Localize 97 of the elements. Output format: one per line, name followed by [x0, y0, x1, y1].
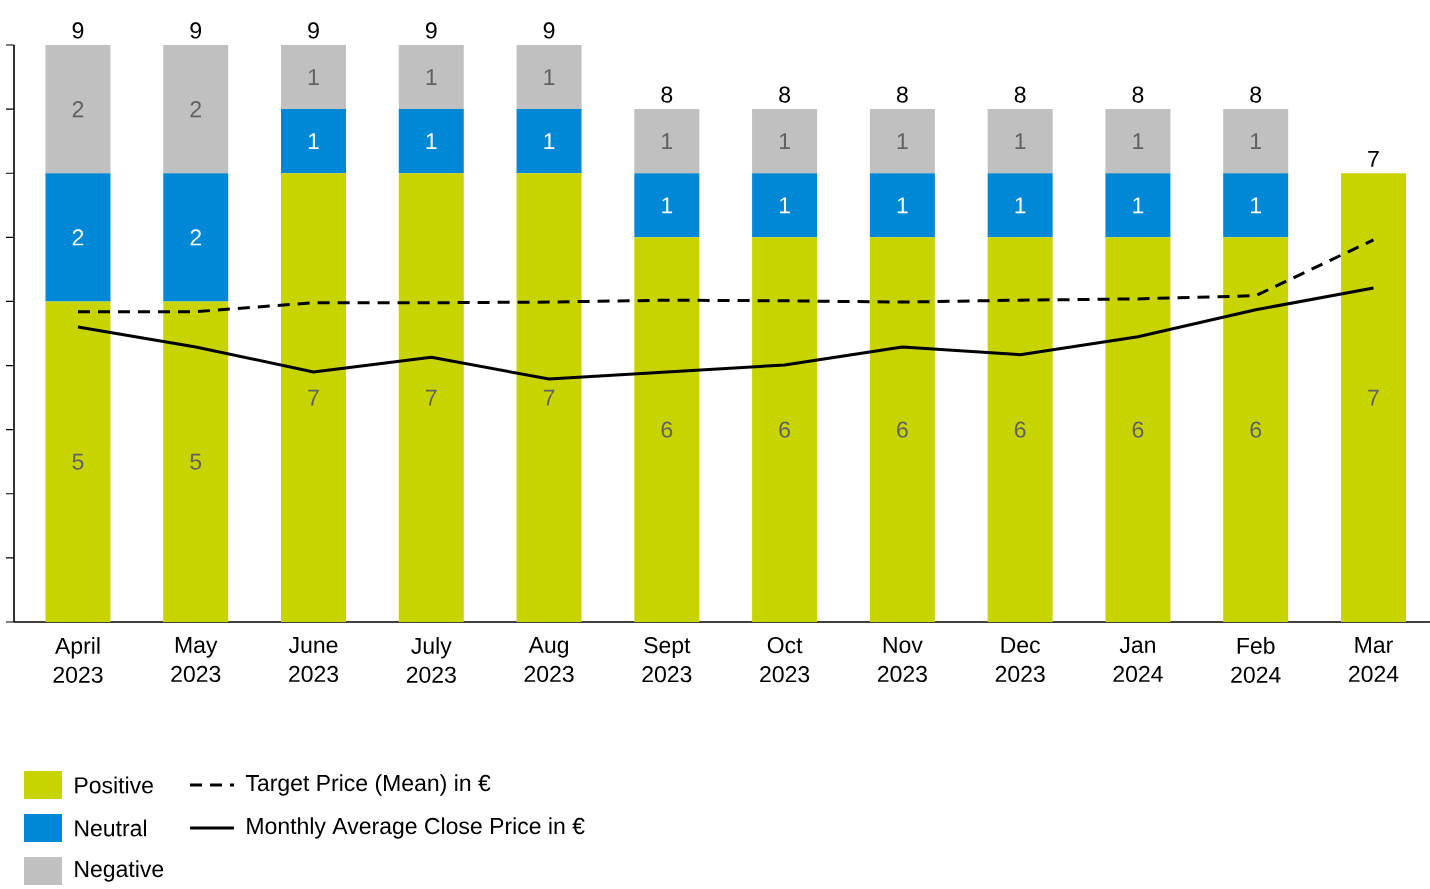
x-tick-label: Oct 2023 [760, 637, 810, 683]
data-label: 7 [543, 389, 555, 406]
bar [1223, 237, 1289, 622]
x-tick-label: Sept 2023 [642, 637, 692, 683]
x-tick-label: July 2023 [406, 637, 456, 683]
x-tick-label: May 2023 [171, 637, 221, 683]
total-label: 8 [1014, 86, 1026, 103]
data-label: 2 [190, 101, 201, 118]
data-label: 2 [72, 101, 84, 118]
bar [163, 45, 229, 174]
data-label: 1 [308, 133, 319, 150]
x-tick-label: Feb 2024 [1231, 637, 1281, 683]
bar [516, 173, 582, 622]
legend-label: Target Price (Mean) in € [245, 774, 491, 796]
bar [45, 301, 111, 622]
x-tick-label: Mar 2024 [1349, 637, 1399, 683]
data-label: 1 [662, 133, 673, 150]
data-label: 1 [779, 197, 790, 214]
bar [1340, 173, 1406, 622]
data-label: 1 [1133, 197, 1144, 214]
data-label: 1 [1015, 133, 1026, 150]
data-label: 1 [1015, 197, 1026, 214]
bar [516, 109, 582, 174]
total-label: 8 [779, 86, 790, 103]
total-label: 9 [425, 22, 437, 39]
data-label: 1 [662, 197, 673, 214]
data-label: 1 [1251, 197, 1261, 214]
data-label: 1 [779, 133, 790, 150]
data-label: 5 [190, 453, 202, 470]
data-label: 5 [72, 453, 84, 470]
bar [987, 237, 1053, 622]
data-label: 6 [779, 421, 790, 438]
bar [1223, 109, 1289, 174]
total-label: 8 [1132, 86, 1144, 103]
bar [752, 109, 818, 174]
bar [163, 173, 229, 302]
bar [752, 237, 818, 622]
total-label: 8 [661, 86, 673, 103]
bar [1105, 237, 1171, 622]
bar [1105, 173, 1171, 238]
data-label: 6 [897, 421, 908, 438]
data-label: 1 [544, 133, 555, 150]
legend-label: Positive [75, 776, 153, 794]
data-label: 6 [661, 421, 673, 438]
bar [987, 109, 1053, 174]
bar [398, 173, 464, 622]
x-tick-label: Aug 2023 [524, 637, 574, 683]
legend-label: Negative [75, 860, 164, 882]
data-label: 1 [426, 133, 437, 150]
total-label: 9 [72, 22, 84, 39]
bar [752, 173, 818, 238]
x-tick-label: Jan 2024 [1113, 637, 1163, 683]
data-label: 6 [1014, 421, 1026, 438]
data-label: 2 [72, 229, 84, 246]
data-label: 6 [1132, 421, 1144, 438]
total-label: 7 [1368, 151, 1379, 167]
data-label: 1 [544, 69, 555, 85]
bar [869, 109, 935, 174]
data-label: 1 [897, 133, 908, 150]
legend-label: Monthly Average Close Price in € [247, 817, 585, 839]
legend-label: Neutral [75, 819, 147, 837]
data-label: 7 [1368, 389, 1379, 406]
bar [634, 109, 700, 174]
bar [869, 173, 935, 238]
data-label: 6 [1250, 421, 1262, 438]
total-label: 9 [190, 22, 202, 39]
bar [163, 301, 229, 622]
bar [398, 109, 464, 174]
total-label: 8 [896, 86, 908, 103]
data-label: 1 [897, 197, 908, 214]
x-tick-label: Nov 2023 [877, 637, 927, 683]
bar [45, 45, 111, 174]
bar [281, 173, 347, 622]
data-label: 1 [426, 69, 437, 85]
bar [516, 45, 582, 110]
data-label: 7 [426, 389, 437, 406]
x-tick-label: June 2023 [288, 637, 339, 683]
total-label: 8 [1250, 86, 1262, 103]
data-label: 7 [308, 389, 319, 406]
bar [634, 237, 700, 622]
x-tick-label: Dec 2023 [995, 637, 1045, 683]
data-label: 2 [190, 229, 201, 246]
data-label: 1 [1251, 133, 1261, 150]
bar [869, 237, 935, 622]
bar [987, 173, 1053, 238]
data-label: 1 [308, 69, 319, 85]
bar [281, 109, 347, 174]
total-label: 9 [543, 22, 555, 39]
data-label: 1 [1133, 133, 1144, 150]
bar [1105, 109, 1171, 174]
bar [45, 173, 111, 302]
bar [281, 45, 347, 110]
bar [1223, 173, 1289, 238]
bar [398, 45, 464, 110]
x-tick-label: April 2023 [53, 637, 103, 683]
total-label: 9 [308, 22, 319, 39]
bar [634, 173, 700, 238]
